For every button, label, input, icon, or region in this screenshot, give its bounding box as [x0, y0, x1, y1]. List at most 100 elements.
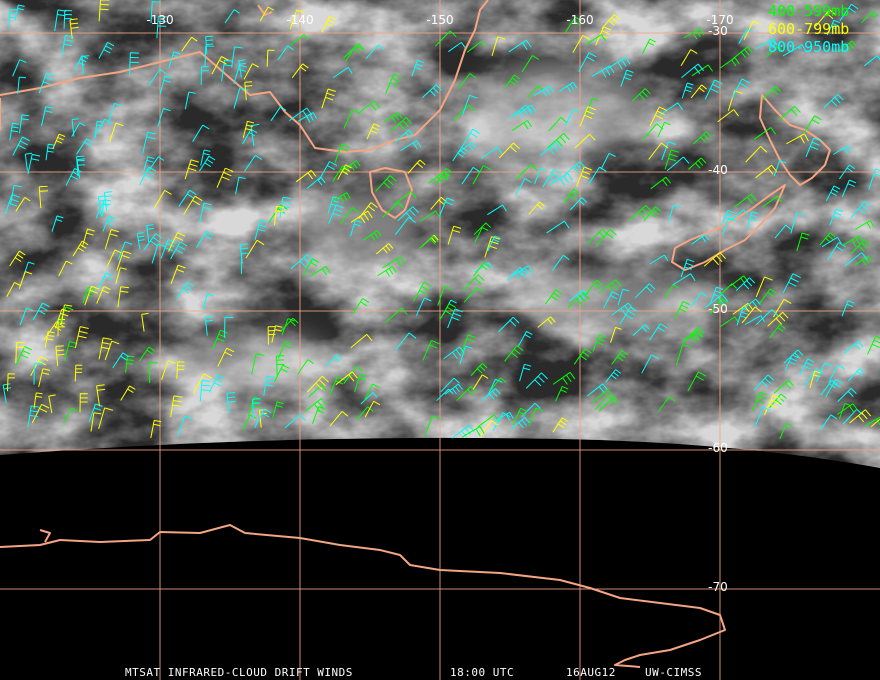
wind-barb: [364, 400, 381, 418]
wind-barb: [674, 300, 691, 319]
wind-barb: [385, 307, 408, 323]
wind-barb: [57, 318, 66, 337]
wind-barb: [576, 166, 592, 187]
wind-barb: [96, 286, 111, 304]
wind-barb: [790, 212, 806, 234]
wind-barb: [601, 14, 621, 29]
wind-barb: [15, 346, 33, 366]
wind-barb: [572, 34, 590, 53]
wind-barb: [642, 123, 664, 141]
wind-barb: [547, 133, 570, 149]
wind-barb: [74, 55, 89, 72]
wind-barb: [27, 405, 40, 428]
wind-barb: [443, 346, 465, 360]
wind-barb: [284, 414, 306, 429]
wind-barb: [472, 165, 492, 185]
wind-barb: [434, 30, 457, 47]
wind-barb: [79, 393, 88, 413]
wind-barb: [33, 392, 43, 409]
wind-barb: [277, 340, 293, 359]
wind-barb: [170, 264, 186, 284]
wind-barb: [493, 411, 514, 423]
wind-barb: [69, 18, 79, 39]
longitude-label: -150: [426, 13, 453, 27]
wind-barb: [534, 167, 548, 184]
wind-barb: [24, 152, 33, 171]
longitude-label: -160: [566, 13, 593, 27]
wind-barb: [224, 9, 240, 24]
wind-barb: [98, 407, 114, 430]
wind-barb: [216, 167, 234, 188]
wind-barb: [641, 354, 660, 374]
wind-barb: [390, 117, 413, 132]
wind-barb: [842, 408, 864, 425]
wind-barb: [150, 1, 161, 24]
wind-barb: [539, 141, 562, 157]
product-name: MTSAT INFRARED-CLOUD DRIFT WINDS: [125, 666, 353, 679]
wind-barb: [504, 74, 521, 89]
wind-barb: [579, 106, 596, 127]
wind-barb: [267, 326, 276, 345]
wind-barb: [231, 46, 243, 68]
wind-barb: [720, 209, 735, 227]
wind-barb: [170, 241, 188, 260]
wind-barb: [734, 193, 757, 208]
wind-barb: [276, 355, 285, 376]
wind-barb: [297, 359, 314, 375]
wind-barb: [343, 365, 364, 384]
wind-barb: [447, 308, 463, 329]
wind-barb: [805, 137, 822, 158]
wind-barb: [321, 88, 336, 109]
wind-barb: [629, 205, 652, 221]
wind-barb: [233, 87, 249, 109]
wind-barb: [741, 306, 762, 324]
wind-barb: [142, 156, 155, 174]
wind-barb: [141, 312, 149, 332]
wind-barb: [731, 78, 751, 99]
wind-barb: [598, 279, 622, 294]
wind-barb: [603, 291, 620, 309]
wind-barb: [74, 326, 89, 349]
wind-barb: [667, 205, 681, 223]
wind-barb: [33, 363, 43, 385]
legend-entry: 600-799mb: [768, 20, 849, 38]
wind-barb: [444, 383, 463, 395]
wind-barb: [151, 243, 166, 264]
wind-barb: [252, 398, 261, 419]
wind-barb: [38, 368, 51, 387]
wind-barb: [233, 64, 248, 84]
wind-barb: [161, 360, 176, 380]
wind-barb: [327, 196, 340, 214]
wind-barb: [839, 3, 859, 22]
wind-barb: [235, 176, 246, 195]
wind-barb: [660, 102, 683, 116]
wind-barb: [836, 403, 858, 416]
wind-barb: [360, 392, 378, 405]
wind-barb: [328, 204, 344, 224]
wind-barb: [537, 316, 556, 328]
wind-barb: [461, 426, 485, 438]
wind-barb: [306, 176, 326, 189]
wind-barb: [242, 120, 255, 139]
wind-barb: [362, 230, 382, 241]
wind-barb: [413, 281, 432, 302]
wind-barb: [828, 364, 845, 383]
wind-barb: [533, 85, 554, 97]
wind-barb: [850, 239, 871, 255]
wind-barb: [546, 220, 570, 234]
wind-barb: [60, 304, 73, 325]
wind-barb: [584, 279, 604, 296]
wind-barb: [129, 52, 140, 75]
wind-barb: [116, 250, 132, 271]
wind-barb: [415, 297, 432, 316]
wind-barb: [762, 195, 783, 208]
wind-barb: [855, 220, 875, 230]
wind-barb: [755, 164, 777, 179]
wind-barb: [487, 235, 501, 252]
wind-barb: [154, 189, 172, 208]
wind-barb: [755, 38, 778, 50]
wind-barb: [573, 348, 592, 365]
wind-barb: [452, 146, 468, 162]
wind-barb: [841, 300, 855, 317]
wind-barb: [511, 120, 533, 132]
